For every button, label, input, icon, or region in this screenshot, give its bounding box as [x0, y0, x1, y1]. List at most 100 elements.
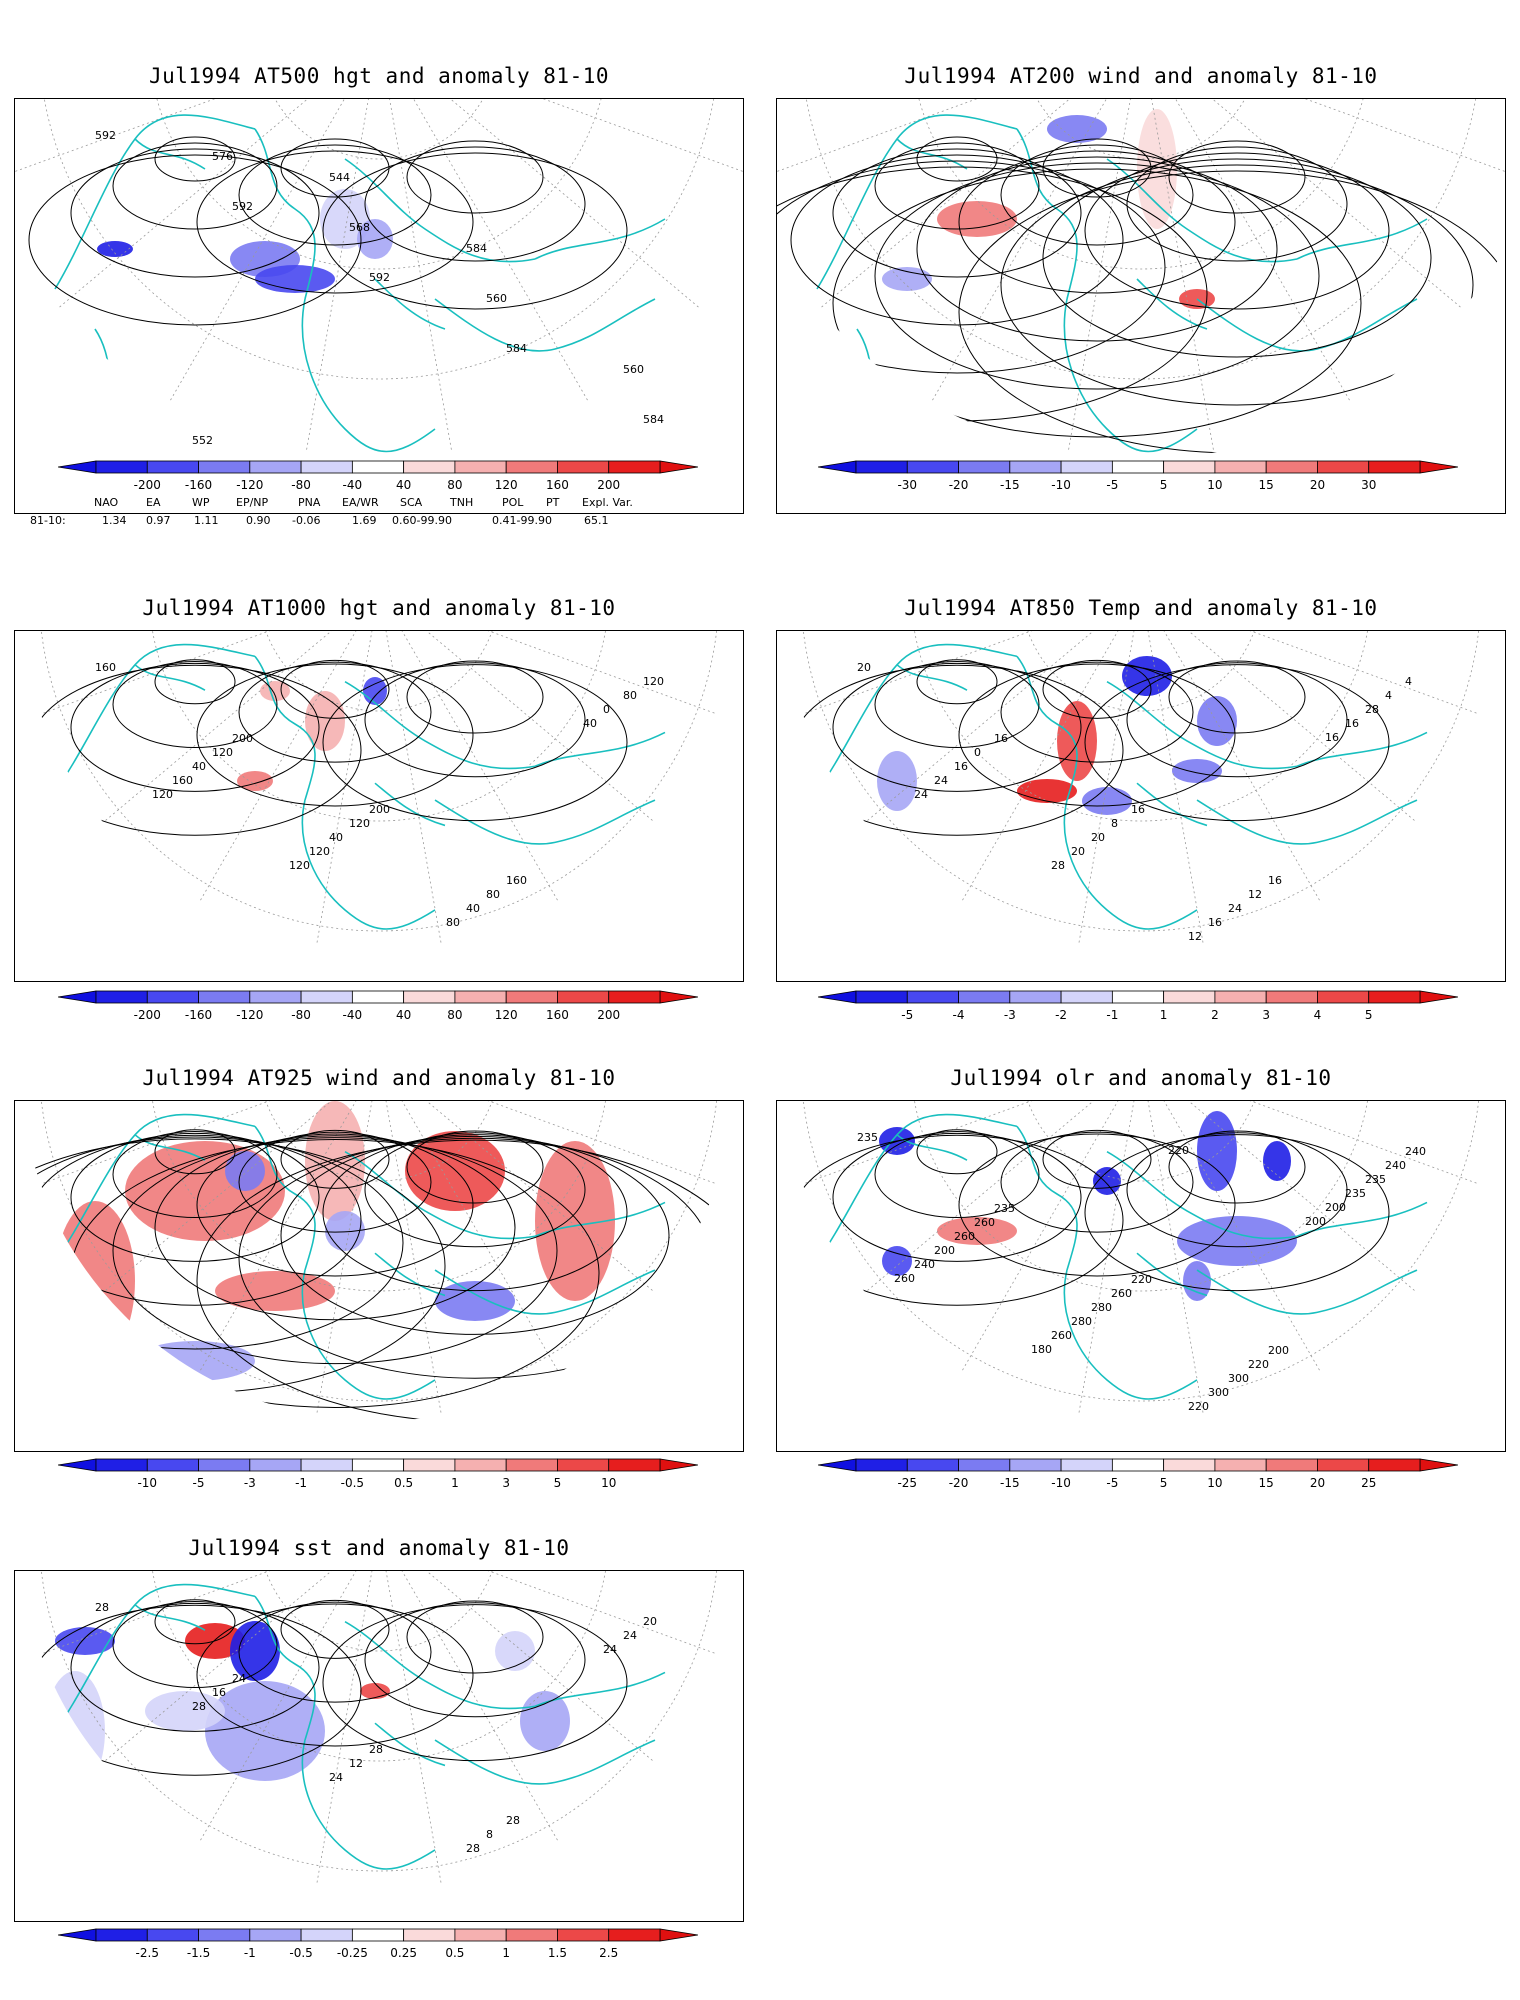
- meridian-line: [1140, 631, 1204, 946]
- coastlines: [54, 643, 666, 930]
- contour-label: 200: [934, 1244, 955, 1257]
- colorbar-tick-label: -5: [1106, 1476, 1119, 1490]
- colorbar-segment: [95, 460, 148, 474]
- colorbar-sst: -2.5 -1.5 -1 -0.5 -0.25 0.25 0.5 1 1.5 2.5: [58, 1928, 698, 1964]
- colorbar-segment: [1265, 460, 1318, 474]
- contour-line: [406, 1600, 544, 1674]
- coastline: [374, 1252, 446, 1297]
- meridian-line: [1140, 1101, 1480, 1185]
- anomaly-shading: [1122, 656, 1172, 696]
- contour-label: 240: [1385, 1159, 1406, 1172]
- contour-label: 260: [954, 1230, 975, 1243]
- contour-label: 120: [289, 859, 310, 872]
- contour-line: [322, 1604, 628, 1762]
- colorbar-segment: [1317, 990, 1370, 1004]
- contour-line: [154, 1599, 236, 1645]
- anomaly-shading: [55, 1627, 115, 1655]
- colorbar-tick-label: 5: [1159, 1476, 1168, 1490]
- contour-line: [112, 142, 278, 230]
- contour-line: [916, 156, 1278, 342]
- colorbar-segment: [1368, 460, 1421, 474]
- contour-line: [874, 142, 1040, 230]
- colorbar-segment: [1317, 460, 1370, 474]
- contour-line: [196, 1139, 739, 1421]
- anomaly-shading: [145, 1691, 225, 1731]
- colorbar-tick-label: 80: [447, 478, 463, 492]
- coastline: [1136, 1252, 1208, 1297]
- colorbar-segment: [1214, 990, 1267, 1004]
- meridian-line: [57, 99, 380, 310]
- colorbar-segment: [198, 1458, 251, 1472]
- meridian-line: [1140, 1101, 1418, 1293]
- coastline: [856, 824, 888, 903]
- coastline: [1016, 128, 1078, 300]
- colorbar-segment: [505, 990, 558, 1004]
- contour-label: 584: [506, 342, 527, 355]
- contour-label: 28: [1365, 703, 1379, 716]
- colorbar-segment: [95, 990, 148, 1004]
- latitude-circle: [910, 1101, 1372, 1292]
- coastline: [94, 1764, 126, 1843]
- colorbar-segment: [1265, 990, 1318, 1004]
- colorbar-segment: [403, 990, 456, 1004]
- colorbar-segment: [146, 1928, 199, 1942]
- colorbar-segment: [146, 990, 199, 1004]
- colorbar-tick-label: 200: [597, 1008, 621, 1022]
- contour-line: [280, 659, 390, 719]
- meridian-line: [1140, 99, 1352, 403]
- contour-label: 20: [643, 1615, 657, 1628]
- latitude-circle: [38, 1101, 720, 1402]
- colorbar-segment: [454, 1928, 507, 1942]
- colorbar-segment: [855, 1458, 908, 1472]
- coastline: [434, 799, 656, 845]
- map-at850: 20 16 16 16 4 0 8 12 4 16 20 24 28 24 20 16 16 24 28 12 16: [776, 630, 1506, 982]
- coastline: [856, 1294, 888, 1373]
- contour-line: [70, 1132, 320, 1262]
- meridian-line: [1140, 1101, 1204, 1416]
- colorbar-segment: [454, 460, 507, 474]
- contour-line: [196, 1133, 474, 1277]
- colorbar-segment: [557, 1928, 610, 1942]
- anomaly-shading: [357, 219, 393, 259]
- idx-val-epnp: 0.90: [246, 514, 271, 527]
- contour-label: 16: [1131, 803, 1145, 816]
- colorbar-arrow-left: [58, 990, 97, 1004]
- meridian-line: [1140, 631, 1418, 823]
- colorbar-tick-label: -1: [295, 1476, 308, 1490]
- contour-line: [874, 661, 1040, 749]
- colorbar-segment: [557, 990, 610, 1004]
- contour-label: 552: [192, 434, 213, 447]
- colorbar-tick-label: -20: [948, 478, 969, 492]
- colorbar-segment: [300, 460, 353, 474]
- meridian-line: [1140, 631, 1480, 715]
- coastline: [301, 799, 436, 930]
- anomaly-shading: [1177, 1216, 1297, 1266]
- idx-val-pol: 0.41-99.90: [492, 514, 552, 527]
- anomaly-shading: [363, 677, 387, 705]
- contour-label: 220: [1168, 1144, 1189, 1157]
- colorbar-segment: [403, 460, 456, 474]
- meridian-line: [1078, 1101, 1142, 1416]
- colorbar-tick-label: -10: [137, 1476, 158, 1490]
- coastline: [54, 643, 256, 793]
- idx-header-pna: PNA: [298, 496, 321, 509]
- colorbar-segment: [855, 990, 908, 1004]
- anomaly-shading: [1047, 115, 1107, 143]
- contour-line: [1000, 1131, 1194, 1233]
- meridian-line: [1140, 99, 1505, 184]
- contour-line: [280, 1135, 670, 1335]
- idx-header-explvar: Expl. Var.: [582, 496, 633, 509]
- coastlines: [54, 1583, 666, 1870]
- contour-label: 40: [583, 717, 597, 730]
- anomaly-shading: [1197, 1111, 1237, 1191]
- coastlines: [54, 114, 666, 453]
- panel-at850: Jul1994 AT850 Temp and anomaly 81-10 20 1…: [776, 594, 1506, 1014]
- colorbar-segment: [300, 1458, 353, 1472]
- contour-label: 16: [1345, 717, 1359, 730]
- colorbar-tick-label: 120: [494, 478, 518, 492]
- contour-label: 8: [486, 1828, 493, 1841]
- contour-label: 4: [1405, 675, 1412, 688]
- colorbar-tick-label: 5: [553, 1476, 562, 1490]
- meridian-line: [864, 1101, 1142, 1293]
- colorbar-segment: [505, 1458, 558, 1472]
